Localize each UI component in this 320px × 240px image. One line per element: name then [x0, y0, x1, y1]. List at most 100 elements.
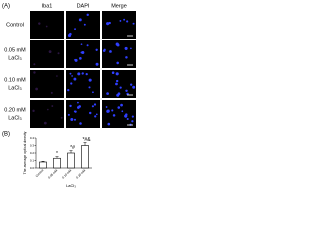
cell-nucleus	[69, 72, 72, 75]
cell-nucleus	[47, 108, 49, 111]
bar	[39, 161, 47, 169]
cell-nucleus	[70, 82, 73, 85]
cell-nucleus	[51, 105, 54, 108]
cell-nucleus	[74, 58, 78, 62]
cell-nucleus	[106, 22, 110, 26]
cell-nucleus	[115, 82, 118, 86]
cell-nucleus	[120, 103, 123, 107]
cell-nucleus	[111, 109, 114, 112]
panel-label: (A)	[2, 4, 10, 10]
row-label: 0.05 mM	[4, 47, 26, 53]
cell-nucleus	[69, 104, 72, 108]
cell-nucleus	[116, 93, 120, 97]
cell-nucleus	[126, 92, 129, 96]
error-bar	[41, 161, 45, 162]
error-bar	[83, 142, 87, 146]
cell-nucleus	[33, 71, 36, 74]
cell-nucleus	[74, 28, 76, 31]
cell-nucleus	[130, 47, 132, 50]
row-label: 0.10 mM	[4, 77, 26, 83]
cell-nucleus	[79, 57, 82, 60]
row-label: LaCl₃	[8, 55, 22, 61]
significance-mark: *#	[70, 145, 75, 151]
cell-nucleus	[86, 13, 89, 17]
cell-nucleus	[77, 72, 81, 76]
cell-nucleus	[73, 118, 77, 121]
micrograph	[30, 11, 64, 39]
x-tick-label: 0.05 mM	[47, 168, 58, 179]
cell-nucleus	[45, 25, 48, 28]
micrograph	[66, 40, 100, 68]
cell-nucleus	[35, 87, 38, 91]
x-tick-label: Control	[35, 168, 45, 178]
cell-nucleus	[131, 120, 134, 123]
cell-nucleus	[125, 89, 128, 92]
cell-nucleus	[125, 56, 128, 59]
x-tick-label: 0.10 mM	[61, 168, 72, 179]
cell-nucleus	[85, 72, 88, 76]
cell-nucleus	[119, 20, 122, 22]
cell-nucleus	[124, 46, 128, 50]
cell-nucleus	[88, 78, 92, 82]
cell-nucleus	[119, 86, 122, 89]
y-tick-label: 0.4	[30, 136, 35, 140]
cell-nucleus	[80, 51, 83, 54]
cell-nucleus	[95, 48, 98, 51]
cell-nucleus	[43, 121, 47, 125]
y-axis-label: The average optical density	[23, 131, 27, 174]
cell-nucleus	[88, 86, 91, 89]
cell-nucleus	[56, 75, 58, 77]
cell-nucleus	[107, 122, 111, 126]
cell-nucleus	[67, 88, 70, 92]
micrograph	[30, 100, 64, 128]
x-tick-label: 0.20 mM	[75, 168, 86, 179]
cell-nucleus	[95, 62, 99, 66]
cell-nucleus	[91, 105, 94, 108]
cell-nucleus	[112, 114, 116, 117]
cell-nucleus	[95, 113, 98, 116]
cell-nucleus	[116, 43, 120, 47]
cell-nucleus	[108, 21, 111, 25]
cell-nucleus	[77, 101, 79, 104]
cell-nucleus	[38, 22, 41, 25]
micrograph	[30, 70, 64, 98]
x-axis-label: LaCl₃	[66, 183, 76, 188]
cell-nucleus	[117, 106, 121, 109]
cell-nucleus	[115, 79, 119, 83]
micrograph	[66, 11, 100, 39]
error-bar	[69, 150, 73, 153]
column-header: Merge	[111, 3, 127, 9]
cell-nucleus	[125, 113, 128, 116]
cell-nucleus	[32, 109, 35, 113]
cell-nucleus	[102, 49, 106, 52]
cell-nucleus	[126, 20, 129, 23]
bar	[53, 157, 61, 169]
cell-nucleus	[94, 115, 97, 118]
cell-nucleus	[123, 18, 126, 21]
cell-nucleus	[67, 113, 70, 116]
cell-nucleus	[105, 106, 108, 108]
bar	[81, 145, 89, 169]
cell-nucleus	[111, 71, 115, 74]
cell-nucleus	[106, 92, 109, 95]
error-bar	[55, 156, 59, 159]
cell-nucleus	[78, 18, 82, 22]
micrograph	[102, 100, 136, 128]
column-header: Iba1	[42, 3, 53, 9]
y-tick-label: 0.3	[30, 143, 35, 147]
cell-nucleus	[92, 91, 94, 94]
cell-nucleus	[132, 85, 136, 89]
cell-nucleus	[79, 122, 82, 125]
cell-nucleus	[130, 83, 133, 86]
cell-nucleus	[106, 109, 110, 113]
cell-nucleus	[33, 63, 36, 66]
cell-nucleus	[71, 75, 73, 77]
y-tick-label: 0.2	[30, 151, 35, 155]
row-label: 0.20 mM	[4, 107, 26, 113]
cell-nucleus	[83, 23, 86, 26]
column-header: DAPI	[77, 3, 90, 9]
cell-nucleus	[80, 43, 83, 46]
row-label: Control	[6, 22, 24, 28]
cell-nucleus	[116, 61, 119, 65]
